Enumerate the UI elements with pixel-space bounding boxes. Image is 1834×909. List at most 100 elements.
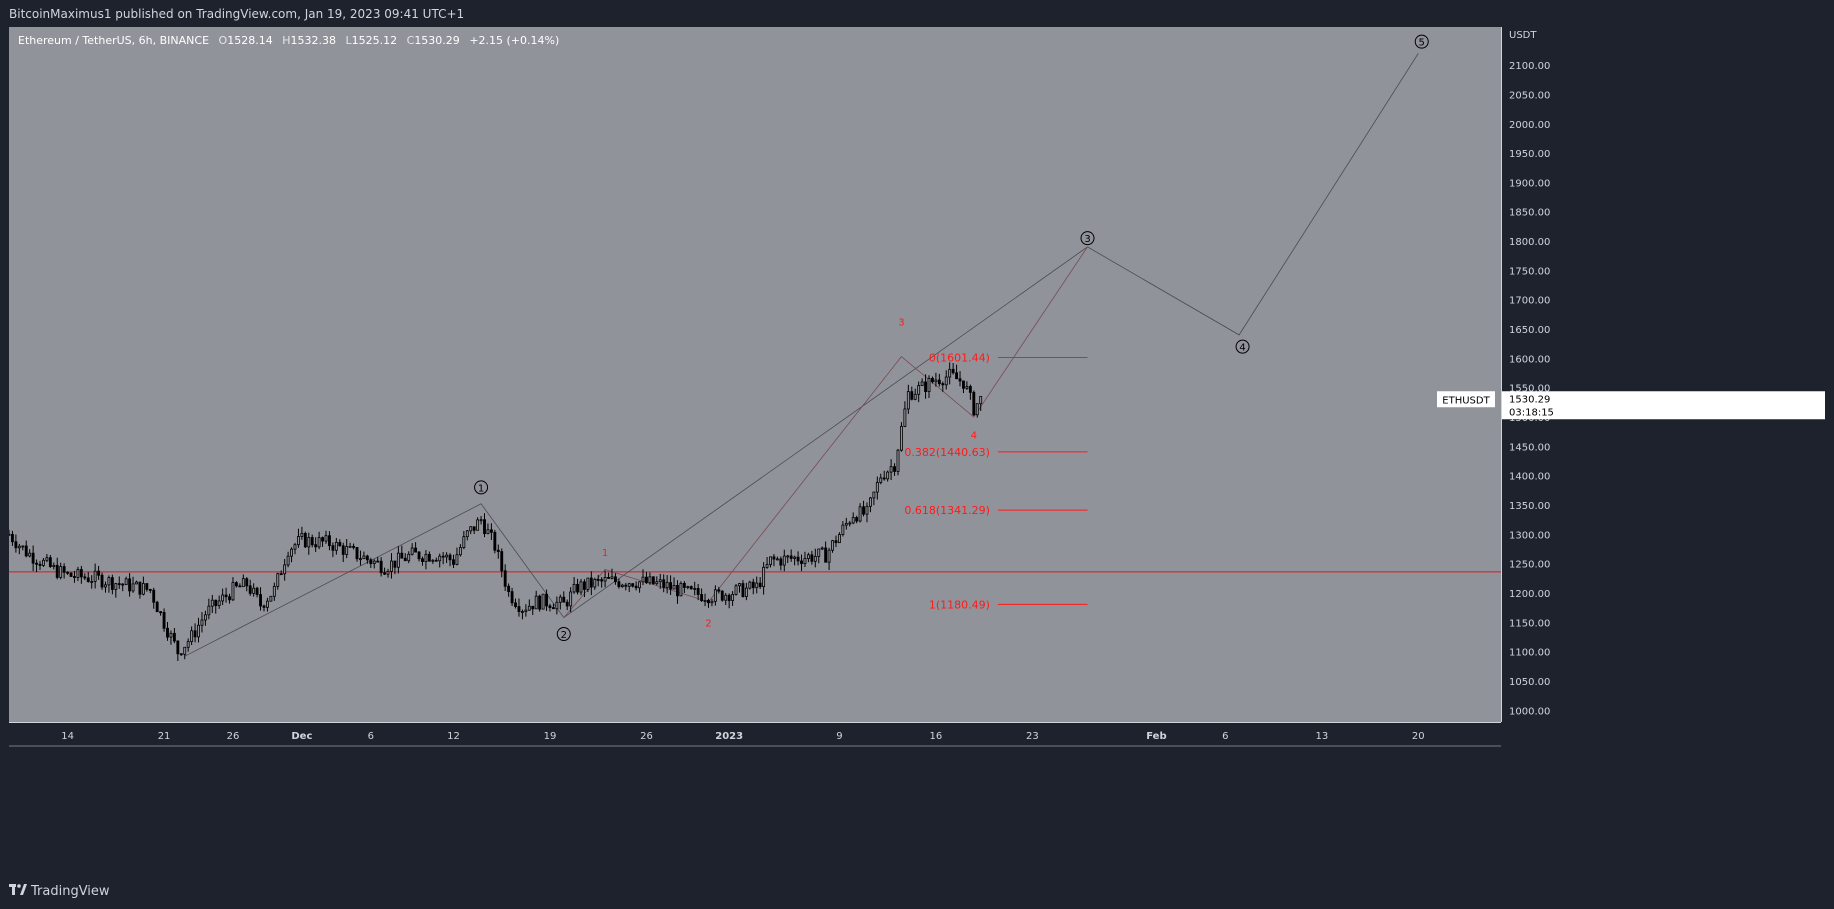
high-value: 1532.38 (290, 34, 336, 47)
price-tick-label: 1050.00 (1509, 677, 1550, 688)
candle-body (665, 582, 669, 588)
candle-body (717, 589, 721, 592)
candle-body (166, 627, 169, 638)
candle-body (86, 577, 90, 582)
chart-frame[interactable]: 0(1601.44) 0.382(1440.63) 0.618(1341.29) 1(… (9, 27, 1828, 874)
candle-body (524, 609, 528, 612)
candle-body (744, 587, 748, 598)
candle-body (334, 541, 338, 551)
candle-body (48, 557, 52, 567)
candle-body (658, 579, 662, 583)
candle-body (66, 571, 70, 574)
candle-body (965, 386, 969, 389)
tradingview-logo[interactable]: TradingView (9, 884, 110, 899)
candle-body (341, 545, 345, 555)
candle-body (531, 605, 535, 610)
time-tick-label: 26 (640, 731, 653, 742)
time-tick-label: 14 (61, 731, 74, 742)
candle-body (724, 594, 728, 601)
candle-body (69, 572, 73, 577)
candle-body (431, 559, 435, 562)
candle-body (314, 544, 318, 548)
candle-body (73, 576, 76, 578)
plot-area[interactable] (9, 27, 1501, 722)
symbol-title[interactable]: Ethereum / TetherUS, 6h, BINANCE (18, 34, 210, 47)
open-label: O (218, 34, 228, 47)
candle-body (789, 555, 793, 559)
candle-body (300, 532, 304, 537)
candle-body (934, 379, 938, 383)
candle-body (159, 611, 163, 614)
candle-body (751, 581, 755, 589)
candle-body (882, 477, 886, 480)
candle-body (662, 579, 666, 588)
price-tick-label: 1750.00 (1509, 266, 1550, 277)
candle-body (645, 576, 648, 584)
candle-body (548, 605, 552, 608)
candle-body (593, 579, 597, 588)
price-tick-label: 1550.00 (1509, 384, 1550, 395)
candle-body (152, 589, 156, 603)
candle-body (338, 541, 342, 547)
candle-body (831, 540, 834, 551)
price-tick-label: 1850.00 (1509, 208, 1550, 219)
price-tick-label: 1450.00 (1509, 442, 1550, 453)
candle-body (710, 600, 714, 604)
candle-body (576, 583, 579, 593)
candle-body (352, 545, 356, 548)
candle-body (913, 393, 917, 400)
fib-level-label: 0.618(1341.29) (904, 504, 990, 517)
candle-body (245, 578, 249, 587)
price-tick-label: 1800.00 (1509, 237, 1550, 248)
candle-body (755, 582, 759, 589)
candle-body (817, 548, 821, 557)
candle-body (638, 581, 642, 589)
fib-level-label: 0.382(1440.63) (904, 446, 990, 459)
time-tick-label: 13 (1315, 731, 1328, 742)
candle-body (696, 588, 700, 595)
candle-body (944, 376, 948, 386)
candle-body (193, 630, 197, 638)
candle-body (617, 581, 621, 587)
wave-marker-circle (474, 480, 489, 495)
candle-body (290, 548, 293, 557)
candle-body (520, 611, 524, 613)
candle-body (472, 526, 476, 531)
candle-body (83, 576, 87, 579)
wave-marker-label: 4 (1239, 343, 1245, 354)
candle-body (589, 577, 593, 588)
candle-body (689, 586, 693, 590)
price-chart[interactable]: 0(1601.44) 0.382(1440.63) 0.618(1341.29) 1(… (9, 27, 1828, 874)
low-value: 1525.12 (351, 34, 398, 47)
candle-body (448, 554, 452, 561)
symbol-legend: Ethereum / TetherUS, 6h, BINANCE O1528.1… (18, 34, 559, 47)
candle-body (941, 383, 945, 386)
fib-level-label: 0(1601.44) (929, 352, 990, 365)
candle-body (131, 583, 135, 592)
time-tick-label: 20 (1412, 731, 1425, 742)
candle-body (931, 377, 934, 383)
candle-body (693, 588, 697, 590)
open-value: 1528.14 (227, 34, 273, 47)
candle-body (179, 653, 183, 656)
time-tick-label: 6 (1222, 731, 1228, 742)
candle-body (24, 545, 28, 557)
price-tick-label: 1350.00 (1509, 501, 1550, 512)
candle-body (76, 569, 80, 578)
candle-body (35, 562, 38, 565)
time-tick-label: Feb (1146, 731, 1166, 742)
fib-level-label: 1(1180.49) (929, 598, 990, 611)
candle-body (200, 619, 204, 626)
candle-body (355, 547, 359, 560)
candle-body (872, 491, 876, 499)
candle-body (31, 552, 35, 564)
candle-body (135, 581, 138, 585)
candle-body (438, 555, 442, 562)
candle-body (893, 466, 896, 472)
candle-body (469, 526, 473, 532)
candle-body (393, 560, 397, 568)
close-label: C (406, 34, 415, 47)
candle-body (500, 551, 504, 572)
price-tick-label: 1200.00 (1509, 589, 1550, 600)
candle-body (765, 564, 769, 568)
